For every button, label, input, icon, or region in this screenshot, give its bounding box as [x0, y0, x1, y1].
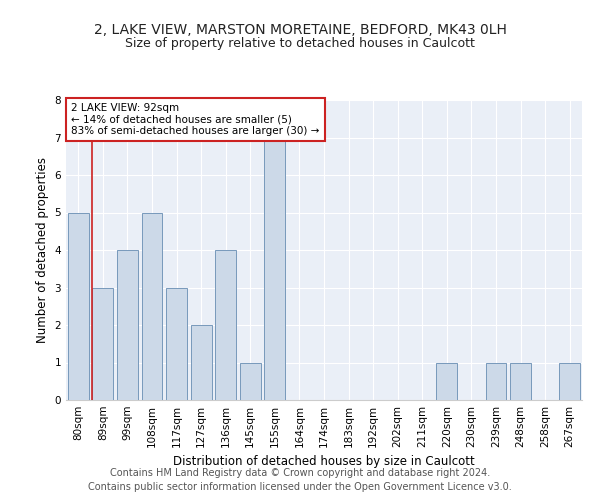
Bar: [215, 250, 236, 400]
Text: Contains HM Land Registry data © Crown copyright and database right 2024.
Contai: Contains HM Land Registry data © Crown c…: [88, 468, 512, 492]
Bar: [142, 212, 163, 400]
Bar: [559, 362, 580, 400]
Bar: [265, 138, 286, 400]
Bar: [117, 250, 138, 400]
Y-axis label: Number of detached properties: Number of detached properties: [36, 157, 49, 343]
Text: 2 LAKE VIEW: 92sqm
← 14% of detached houses are smaller (5)
83% of semi-detached: 2 LAKE VIEW: 92sqm ← 14% of detached hou…: [71, 103, 320, 136]
Bar: [68, 212, 89, 400]
Bar: [92, 288, 113, 400]
X-axis label: Distribution of detached houses by size in Caulcott: Distribution of detached houses by size …: [173, 456, 475, 468]
Text: 2, LAKE VIEW, MARSTON MORETAINE, BEDFORD, MK43 0LH: 2, LAKE VIEW, MARSTON MORETAINE, BEDFORD…: [94, 22, 506, 36]
Text: Size of property relative to detached houses in Caulcott: Size of property relative to detached ho…: [125, 38, 475, 51]
Bar: [510, 362, 531, 400]
Bar: [485, 362, 506, 400]
Bar: [240, 362, 261, 400]
Bar: [166, 288, 187, 400]
Bar: [191, 325, 212, 400]
Bar: [436, 362, 457, 400]
